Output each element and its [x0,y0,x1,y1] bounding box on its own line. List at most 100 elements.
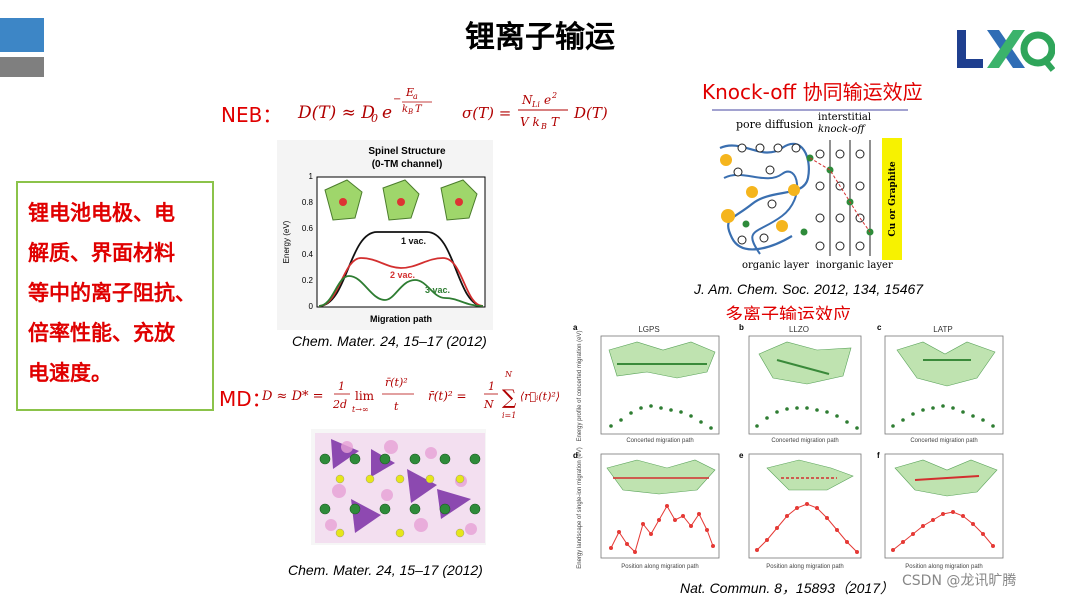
knockoff-caption: J. Am. Chem. Soc. 2012, 134, 15467 [694,281,924,297]
neb-fig-title-2: (0-TM channel) [372,159,443,170]
svg-text:e: e [382,103,392,123]
summary-line-2: 解质、界面材料 [28,241,175,265]
neb-ytick-5: 1 [309,172,314,181]
neb-xlabel: Migration path [370,314,432,324]
summary-box: 锂电池电极、电 解质、界面材料 等中的离子阻抗、 倍率性能、充放 电速度。 [16,181,214,411]
svg-text:e: e [544,93,551,107]
md-structure-figure [311,429,486,545]
neb-label: NEB： [221,103,283,127]
panel-d-xlabel: Position along migration path [621,564,698,570]
panel-e: e Position along migration path [739,451,862,570]
knockoff-label-inorganic: inorganic layer [816,260,893,271]
neb-polyhedra [324,179,478,221]
panel-f-xlabel: Position along migration path [905,564,982,570]
svg-text:lim: lim [355,389,375,403]
svg-text:k: k [402,104,408,115]
summary-line-5: 电速度。 [28,361,112,385]
knockoff-label-knockoff: knock-off [818,124,866,135]
neb-ytick-4: 0.8 [302,198,314,207]
svg-text:T: T [415,104,423,115]
panel-b: b LLZO Concerted migration path [739,323,862,444]
multi-caption: Nat. Commun. 8，15893（2017） [680,580,894,596]
slide-title: 锂离子输运 [465,20,615,55]
neb-ytick-1: 0.2 [302,276,314,285]
svg-text:Li: Li [531,100,540,109]
panel-b-letter: b [739,323,744,332]
svg-text:V k: V k [520,115,540,129]
svg-text:D(T) ≈ D: D(T) ≈ D [297,103,375,123]
decor-bar-blue [0,18,44,52]
svg-text:E: E [405,86,414,99]
svg-text:−: − [393,94,401,105]
panel-d: d Position along migration path [573,451,720,570]
panel-b-xlabel: Concerted migration path [771,438,838,444]
knockoff-label-side: Cu or Graphite [888,161,898,236]
svg-text:D ≈ D* =: D ≈ D* = [262,389,324,404]
svg-text:B: B [407,108,413,116]
svg-text:N: N [483,398,494,411]
svg-text:N: N [504,370,513,379]
summary-line-1: 锂电池电极、电 [28,201,175,225]
svg-text:⟨r⃗ᵢ(t)²⟩: ⟨r⃗ᵢ(t)²⟩ [520,390,560,403]
neb-legend-2vac: 2 vac. [390,270,415,280]
neb-legend-1vac: 1 vac. [401,236,426,246]
multi-ylabel-top: Energy profile of concerted migration (e… [577,330,583,441]
svg-text:i=1: i=1 [502,411,516,420]
knockoff-figure: pore diffusion interstitial knock-off Cu… [712,108,908,276]
lxq-logo [957,30,1055,72]
md-caption: Chem. Mater. 24, 15–17 (2012) [288,562,483,578]
neb-ylabel: Energy (eV) [282,220,291,263]
svg-text:T: T [551,115,560,129]
neb-caption: Chem. Mater. 24, 15–17 (2012) [292,333,487,349]
panel-a-title: LGPS [638,325,659,334]
svg-text:1: 1 [338,380,345,393]
panel-a: a LGPS Concerted migration path [573,323,720,444]
svg-text:r̄(t)² =: r̄(t)² = [428,389,467,403]
panel-e-xlabel: Position along migration path [766,564,843,570]
svg-text:0: 0 [371,112,378,125]
svg-text:N: N [521,93,533,107]
neb-fig-title-1: Spinel Structure [368,146,446,157]
panel-f: f Position along migration path [877,451,1004,570]
neb-formula: D(T) ≈ D 0 e − E a k B T σ(T) = N Li e 2… [297,86,608,131]
summary-line-3: 等中的离子阻抗、 [28,281,196,305]
svg-text:D(T): D(T) [573,104,608,122]
svg-text:∑: ∑ [502,385,517,409]
knockoff-label-organic: organic layer [742,260,809,271]
svg-text:σ(T) =: σ(T) = [462,104,511,122]
neb-curve-3vac [318,275,484,307]
neb-curve-2vac [318,257,484,307]
svg-text:B: B [540,122,547,131]
multi-ylabel-bottom: Energy landscape of single-ion migration… [577,447,583,568]
panel-c: c LATP Concerted migration path [877,323,1004,444]
multi-ion-figure: a LGPS Concerted migration path b LLZO C… [567,320,1022,577]
md-label: MD： [219,387,272,411]
svg-text:t→∞: t→∞ [352,405,369,414]
panel-c-xlabel: Concerted migration path [910,438,977,444]
svg-text:1: 1 [488,380,495,393]
md-formula: D ≈ D* = 1 2d lim t→∞ r̄(t)² t r̄(t)² = … [262,370,560,420]
neb-energy-figure: Spinel Structure (0-TM channel) 0 0.2 0.… [277,140,493,330]
svg-text:a: a [413,92,418,101]
summary-line-4: 倍率性能、充放 [28,321,175,345]
panel-d-letter: d [573,451,578,460]
neb-ytick-0: 0 [309,302,314,311]
panel-a-xlabel: Concerted migration path [626,438,693,444]
watermark: CSDN @龙讯旷腾 [902,573,1017,589]
panel-c-title: LATP [933,325,952,334]
neb-ytick-2: 0.4 [302,250,314,259]
panel-e-letter: e [739,451,744,460]
knockoff-label-pore: pore diffusion [736,118,813,131]
knockoff-title: Knock-off 协同输运效应 [702,80,923,104]
svg-text:t: t [394,400,399,413]
neb-ytick-3: 0.6 [302,224,314,233]
neb-curve-1vac [318,231,484,307]
panel-c-letter: c [877,323,882,332]
knockoff-label-interstitial: interstitial [818,112,871,123]
decor-bar-gray [0,57,44,77]
panel-f-letter: f [877,451,880,460]
panel-a-letter: a [573,323,578,332]
neb-legend-3vac: 3 vac. [425,285,450,295]
svg-text:2: 2 [551,91,557,100]
svg-text:r̄(t)²: r̄(t)² [385,376,408,389]
